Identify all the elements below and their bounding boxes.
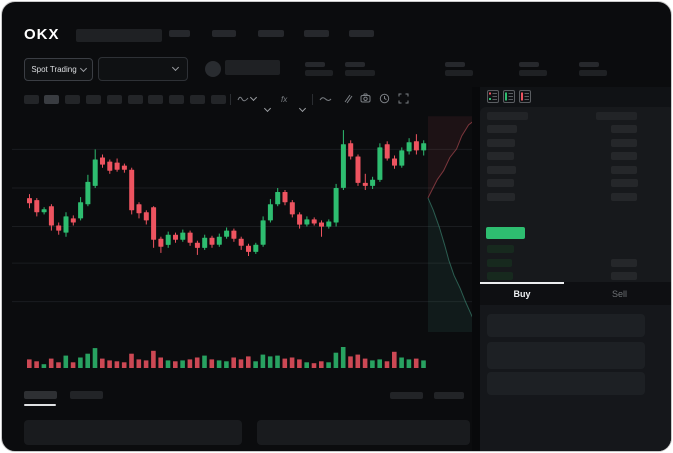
stat-label-placeholder — [345, 62, 365, 67]
ask-row[interactable] — [480, 190, 671, 204]
tab-sell[interactable]: Sell — [611, 288, 627, 299]
timeframe-chip[interactable] — [128, 95, 143, 104]
bottom-tab-placeholder[interactable] — [70, 391, 103, 399]
fullscreen-icon[interactable] — [398, 93, 409, 104]
timeframe-chip[interactable] — [86, 95, 101, 104]
panel-divider — [472, 87, 480, 451]
stat-label-placeholder — [305, 62, 325, 67]
tab-buy[interactable]: Buy — [480, 282, 564, 305]
timeframe-chip[interactable] — [148, 95, 163, 104]
ask-row[interactable] — [480, 122, 671, 136]
timeframe-chip[interactable] — [211, 95, 226, 104]
ask-row[interactable] — [480, 149, 671, 163]
toolbar-divider — [312, 94, 313, 105]
bottom-action-placeholder[interactable] — [390, 392, 423, 399]
asks-list — [480, 122, 671, 204]
ask-row[interactable] — [480, 163, 671, 177]
orderbook-bids-view-icon[interactable] — [503, 90, 515, 103]
order-book-header — [480, 107, 671, 122]
timeframe-chip[interactable] — [190, 95, 205, 104]
chevron-down-icon — [79, 64, 87, 73]
trade-tabs: Buy Sell — [480, 282, 671, 305]
orderbook-asks-view-icon[interactable] — [519, 90, 531, 103]
order-form — [480, 305, 671, 451]
trade-sidebar: Buy Sell — [480, 87, 671, 451]
last-price-highlight[interactable] — [486, 227, 525, 239]
orders-panel-placeholder — [24, 420, 242, 445]
pair-coin-icon — [205, 61, 221, 77]
stat-value-placeholder — [579, 70, 607, 76]
line-style-icon[interactable] — [319, 95, 332, 103]
nav-item-placeholder[interactable] — [258, 30, 284, 37]
timeframe-chip[interactable] — [24, 95, 39, 104]
pair-name-placeholder — [225, 60, 280, 75]
total-input[interactable] — [487, 372, 645, 395]
okx-logo: OKX — [24, 26, 60, 43]
chevron-down-icon — [249, 93, 258, 102]
stat-label-placeholder — [445, 62, 465, 67]
nav-item-placeholder[interactable] — [212, 30, 236, 37]
nav-item-placeholder[interactable] — [349, 30, 374, 37]
nav-item-placeholder[interactable] — [169, 30, 190, 37]
header-search-placeholder[interactable] — [76, 29, 162, 42]
timeframe-chip[interactable] — [107, 95, 122, 104]
timeframe-chip[interactable] — [169, 95, 184, 104]
stat-value-placeholder — [345, 70, 375, 76]
orderbook-split-view-icon[interactable] — [487, 90, 499, 103]
price-input[interactable] — [487, 314, 645, 337]
stat-value-placeholder — [305, 70, 333, 76]
stat-value-placeholder — [519, 70, 547, 76]
candle-style-icon[interactable] — [237, 93, 258, 103]
ask-row[interactable] — [480, 136, 671, 150]
market-type-label: Spot Trading — [31, 65, 77, 74]
amount-input[interactable] — [487, 342, 645, 369]
bottom-action-placeholder[interactable] — [434, 392, 464, 399]
stat-value-placeholder — [445, 70, 473, 76]
bottom-tab-active-indicator — [24, 404, 56, 406]
timeframe-chip-active[interactable] — [44, 95, 59, 104]
stat-label-placeholder — [519, 62, 539, 67]
camera-icon[interactable] — [360, 93, 371, 103]
bid-row[interactable] — [480, 269, 671, 283]
toolbar-divider — [230, 94, 231, 105]
stat-label-placeholder — [579, 62, 599, 67]
ask-row[interactable] — [480, 176, 671, 190]
history-panel-placeholder — [257, 420, 470, 445]
chevron-down-icon — [171, 63, 180, 72]
price-chart[interactable] — [12, 110, 480, 374]
nav-item-placeholder[interactable] — [304, 30, 329, 37]
pair-select[interactable] — [98, 57, 188, 81]
order-book — [480, 107, 671, 294]
compare-icon[interactable] — [342, 93, 353, 104]
bid-row[interactable] — [480, 242, 671, 256]
indicators-fx-icon[interactable]: fx — [281, 95, 288, 104]
bottom-tab-active-placeholder[interactable] — [24, 391, 57, 399]
history-clock-icon[interactable] — [379, 93, 390, 104]
orderbook-view-toggle — [487, 90, 531, 103]
timeframe-chip[interactable] — [65, 95, 80, 104]
bid-row[interactable] — [480, 256, 671, 270]
market-type-dropdown[interactable]: Spot Trading — [24, 58, 93, 81]
